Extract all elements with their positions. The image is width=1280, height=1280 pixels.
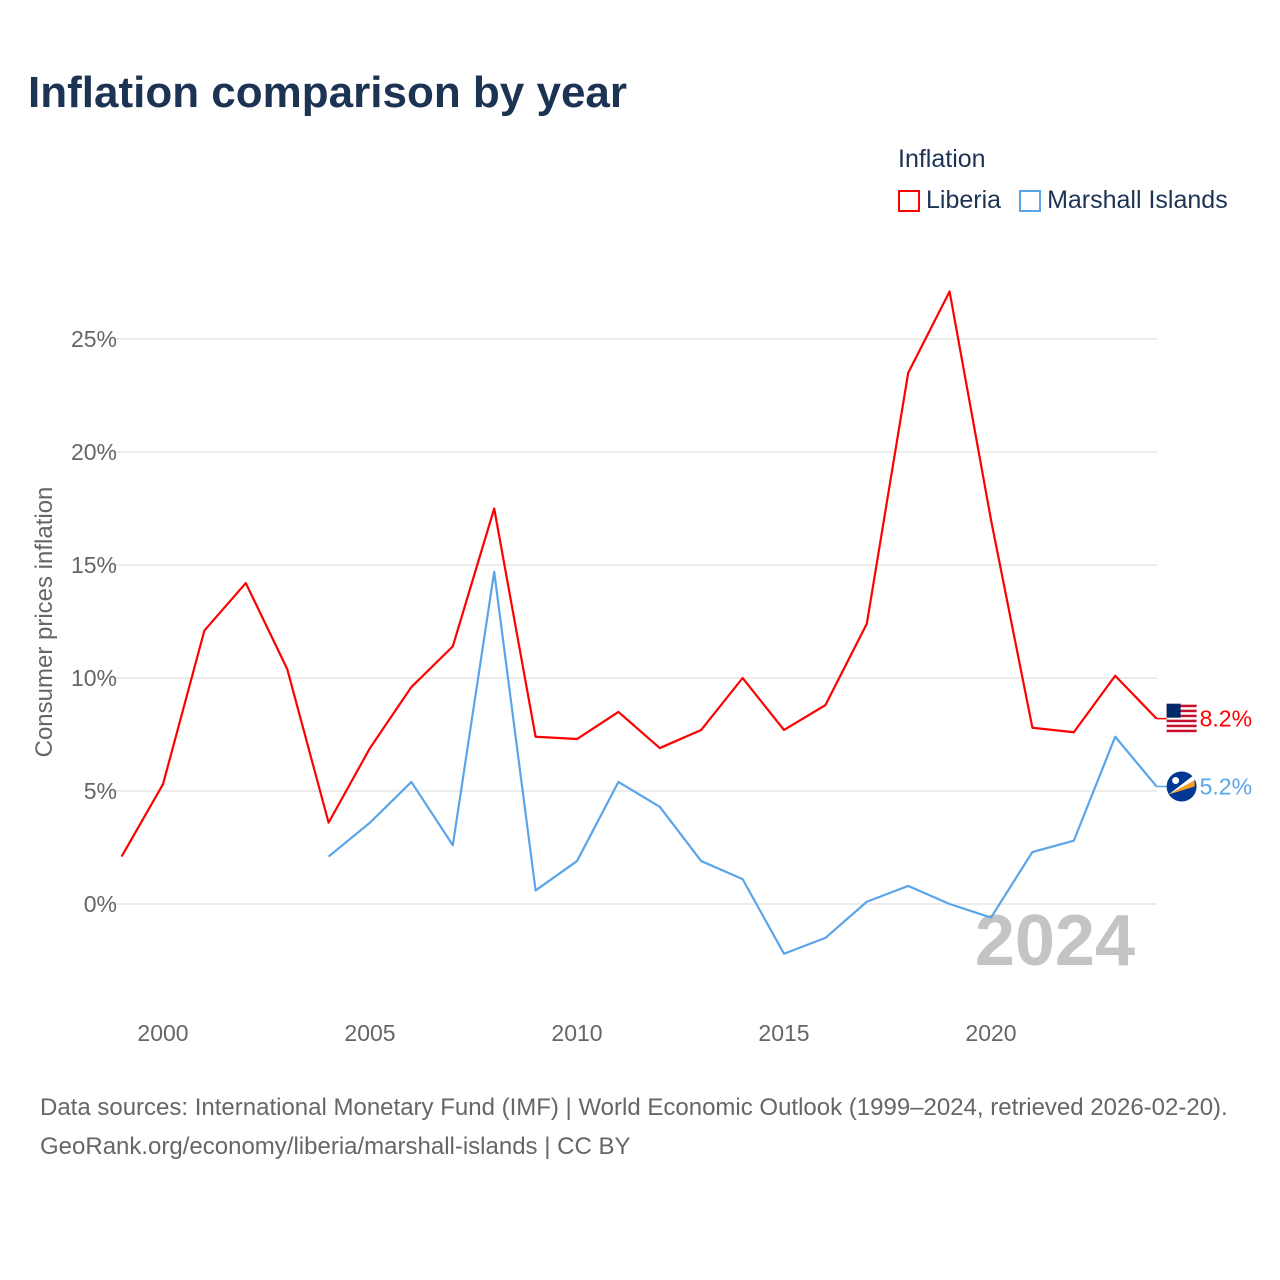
- marshall-islands-flag-icon: [1166, 771, 1197, 802]
- credit-link[interactable]: GeoRank.org/economy/liberia/marshall-isl…: [40, 1133, 631, 1160]
- legend-label-marshall-islands: Marshall Islands: [1047, 186, 1228, 214]
- x-tick-label: 2020: [965, 1020, 1016, 1046]
- legend-item-marshall-islands[interactable]: Marshall Islands: [1019, 186, 1228, 215]
- legend-swatch-liberia: [898, 189, 920, 212]
- flag-stripe: [1166, 719, 1197, 723]
- end-value-label-liberia: 8.2%: [1200, 706, 1252, 732]
- flag-stripe-white: [1168, 774, 1195, 795]
- y-tick-label: 20%: [71, 439, 117, 465]
- chart-title: Inflation comparison by year: [28, 68, 628, 117]
- y-tick-label: 0%: [84, 891, 117, 917]
- legend: Liberia Marshall Islands: [898, 186, 1228, 215]
- footer: Data sources: International Monetary Fun…: [40, 1088, 1250, 1166]
- legend-item-liberia[interactable]: Liberia: [898, 186, 1001, 215]
- series-line-marshall-islands: [327, 570, 1158, 955]
- data-sources: Data sources: International Monetary Fun…: [40, 1094, 1228, 1121]
- flag-stripe: [1166, 729, 1197, 733]
- flag-stripe-orange: [1168, 780, 1195, 795]
- liberia-flag-icon: [1166, 703, 1197, 734]
- y-tick-label: 25%: [71, 326, 117, 352]
- y-axis-label: Consumer prices inflation: [31, 487, 58, 758]
- flag-canton: [1166, 703, 1181, 718]
- x-tick-label: 2010: [551, 1020, 602, 1046]
- flag-stripe: [1166, 724, 1197, 728]
- end-value-label-marshall-islands: 5.2%: [1200, 773, 1252, 799]
- legend-label-liberia: Liberia: [926, 186, 1002, 214]
- flag-stripe: [1166, 714, 1197, 718]
- legend-swatch-marshall-islands: [1019, 189, 1042, 212]
- x-tick-label: 2005: [344, 1020, 395, 1046]
- y-tick-label: 5%: [84, 778, 117, 804]
- y-tick-label: 15%: [71, 552, 117, 578]
- flag-stripe: [1166, 709, 1197, 713]
- x-tick-label: 2015: [758, 1020, 809, 1046]
- year-watermark: 2024: [975, 901, 1135, 981]
- y-tick-label: 10%: [71, 665, 117, 691]
- series-line-liberia: [120, 290, 1158, 858]
- flag-star: [1172, 776, 1180, 784]
- flag-stripe: [1166, 704, 1197, 708]
- x-tick-label: 2000: [137, 1020, 188, 1046]
- legend-title: Inflation: [898, 145, 986, 173]
